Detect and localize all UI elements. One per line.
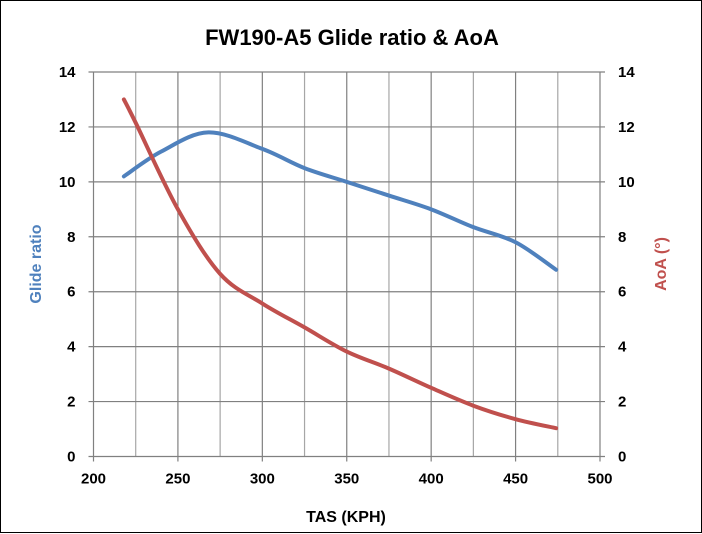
- series-lines: [121, 97, 559, 431]
- y2-tick-label: 8: [618, 229, 626, 246]
- chart-title: FW190-A5 Glide ratio & AoA: [205, 25, 499, 50]
- y2-tick-label: 2: [618, 394, 626, 411]
- y-tick-label: 14: [59, 64, 76, 81]
- y-axis-label: Glide ratio: [28, 224, 45, 303]
- grid: [88, 71, 605, 462]
- y2-tick-label: 10: [618, 174, 635, 191]
- x-tick-label: 500: [587, 471, 612, 488]
- x-axis-label: TAS (KPH): [306, 509, 386, 526]
- y2-tick-label: 6: [618, 284, 626, 301]
- y2-tick-label: 12: [618, 119, 635, 136]
- y-tick-label: 2: [67, 394, 75, 411]
- x-tick-label: 450: [503, 471, 528, 488]
- y2-tick-label: 0: [618, 449, 626, 466]
- y-tick-label: 6: [67, 284, 75, 301]
- x-tick-label: 400: [419, 471, 444, 488]
- y-tick-label: 0: [67, 449, 75, 466]
- y2-tick-label: 4: [618, 339, 627, 356]
- y2-tick-label: 14: [618, 64, 635, 81]
- ticks: 200 250 300 350 400 450 500 0 2 4 6 8 10 12 14 0 2 4 6 8 10 1…: [59, 64, 636, 488]
- x-tick-label: 350: [334, 471, 359, 488]
- x-tick-label: 300: [250, 471, 275, 488]
- y-tick-label: 8: [67, 229, 75, 246]
- y-tick-label: 12: [59, 119, 76, 136]
- x-tick-label: 250: [165, 471, 190, 488]
- aoa-line: [121, 97, 559, 431]
- y2-axis-label: AoA (°): [653, 237, 670, 291]
- y-tick-label: 10: [59, 174, 76, 191]
- x-tick-label: 200: [81, 471, 106, 488]
- glide-ratio-line: [121, 130, 559, 272]
- y-tick-label: 4: [67, 339, 76, 356]
